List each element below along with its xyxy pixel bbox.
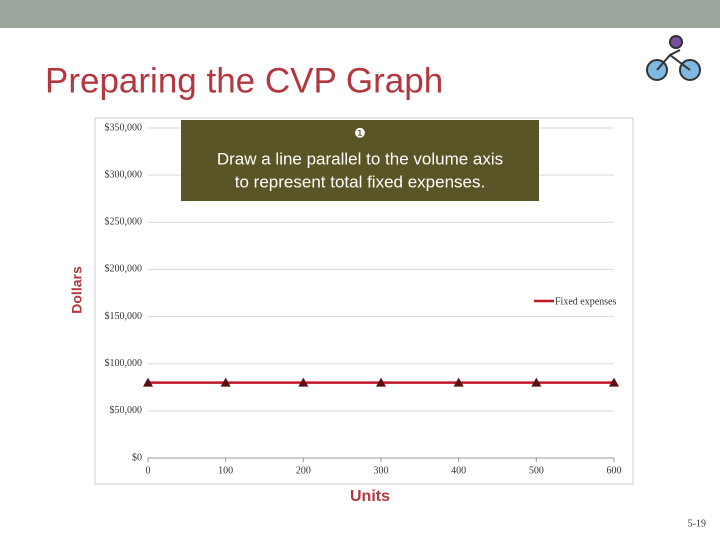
page-number: 5-19 — [688, 518, 706, 529]
chart-frame — [94, 117, 634, 485]
marker — [453, 377, 464, 387]
marker — [531, 377, 542, 387]
marker — [376, 377, 386, 387]
x-axis-title: Units — [350, 488, 390, 505]
bicycle-icon — [646, 35, 701, 81]
marker — [298, 377, 309, 387]
y-tick-label: $300,000 — [105, 169, 143, 180]
x-tick-label: 500 — [529, 465, 544, 476]
callout-text: to represent total fixed expenses. — [235, 172, 485, 191]
callout-box — [181, 120, 539, 201]
x-tick-label: 400 — [451, 465, 466, 476]
y-tick-label: $250,000 — [105, 217, 143, 228]
marker — [609, 377, 619, 387]
x-tick-label: 200 — [296, 465, 311, 476]
callout-text: Draw a line parallel to the volume axis — [217, 149, 503, 168]
x-tick-label: 600 — [607, 465, 622, 476]
y-tick-label: $200,000 — [105, 264, 143, 275]
callout-number: ❶ — [354, 125, 366, 140]
callout: ❶ Draw a line parallel to the volume axi… — [181, 120, 539, 201]
y-tick-label: $50,000 — [110, 405, 143, 416]
x-tick-label: 0 — [146, 465, 151, 476]
marker — [143, 377, 153, 387]
y-tick-label: $0 — [132, 452, 142, 463]
y-tick-label: $350,000 — [105, 122, 143, 133]
x-tick-label: 300 — [374, 465, 389, 476]
y-tick-label: $150,000 — [105, 311, 143, 322]
legend-label: Fixed expenses — [555, 296, 616, 307]
marker — [220, 377, 231, 387]
y-tick-label: $100,000 — [105, 358, 143, 369]
y-axis-title: Dollars — [69, 266, 85, 314]
x-tick-label: 100 — [218, 465, 233, 476]
top-band — [0, 0, 720, 28]
slide-title: Preparing the CVP Graph — [45, 61, 443, 100]
